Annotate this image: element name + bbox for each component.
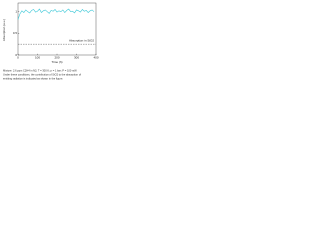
x-tick-label: 0	[17, 55, 19, 59]
x-axis-label: Time (h)	[51, 60, 62, 64]
x-tick-label: 200	[54, 55, 59, 59]
caption-line: Under these conditions, the contribution…	[3, 73, 81, 77]
chart: Absorption (a.u.) Time (h) Mixture: 2.6 …	[2, 2, 99, 81]
x-tick-label: 100	[35, 55, 40, 59]
caption-line: Mixture: 2.6 ppm C2H4 in N2; T = 300 K; …	[3, 69, 77, 73]
y-axis-label: Absorption (a.u.)	[2, 19, 6, 41]
caption-line: emitting radiation is indicated as shown…	[3, 77, 63, 81]
x-tick-label: 300	[74, 55, 79, 59]
plot-frame	[17, 2, 97, 56]
y-tick-label: 1	[15, 9, 17, 13]
data-line	[17, 8, 95, 20]
x-tick-label: 400	[93, 55, 98, 59]
reference-label: Absorption in SiO2	[69, 38, 94, 42]
y-tick-label: 0	[15, 53, 17, 57]
y-tick-label: 0.5	[13, 31, 18, 35]
